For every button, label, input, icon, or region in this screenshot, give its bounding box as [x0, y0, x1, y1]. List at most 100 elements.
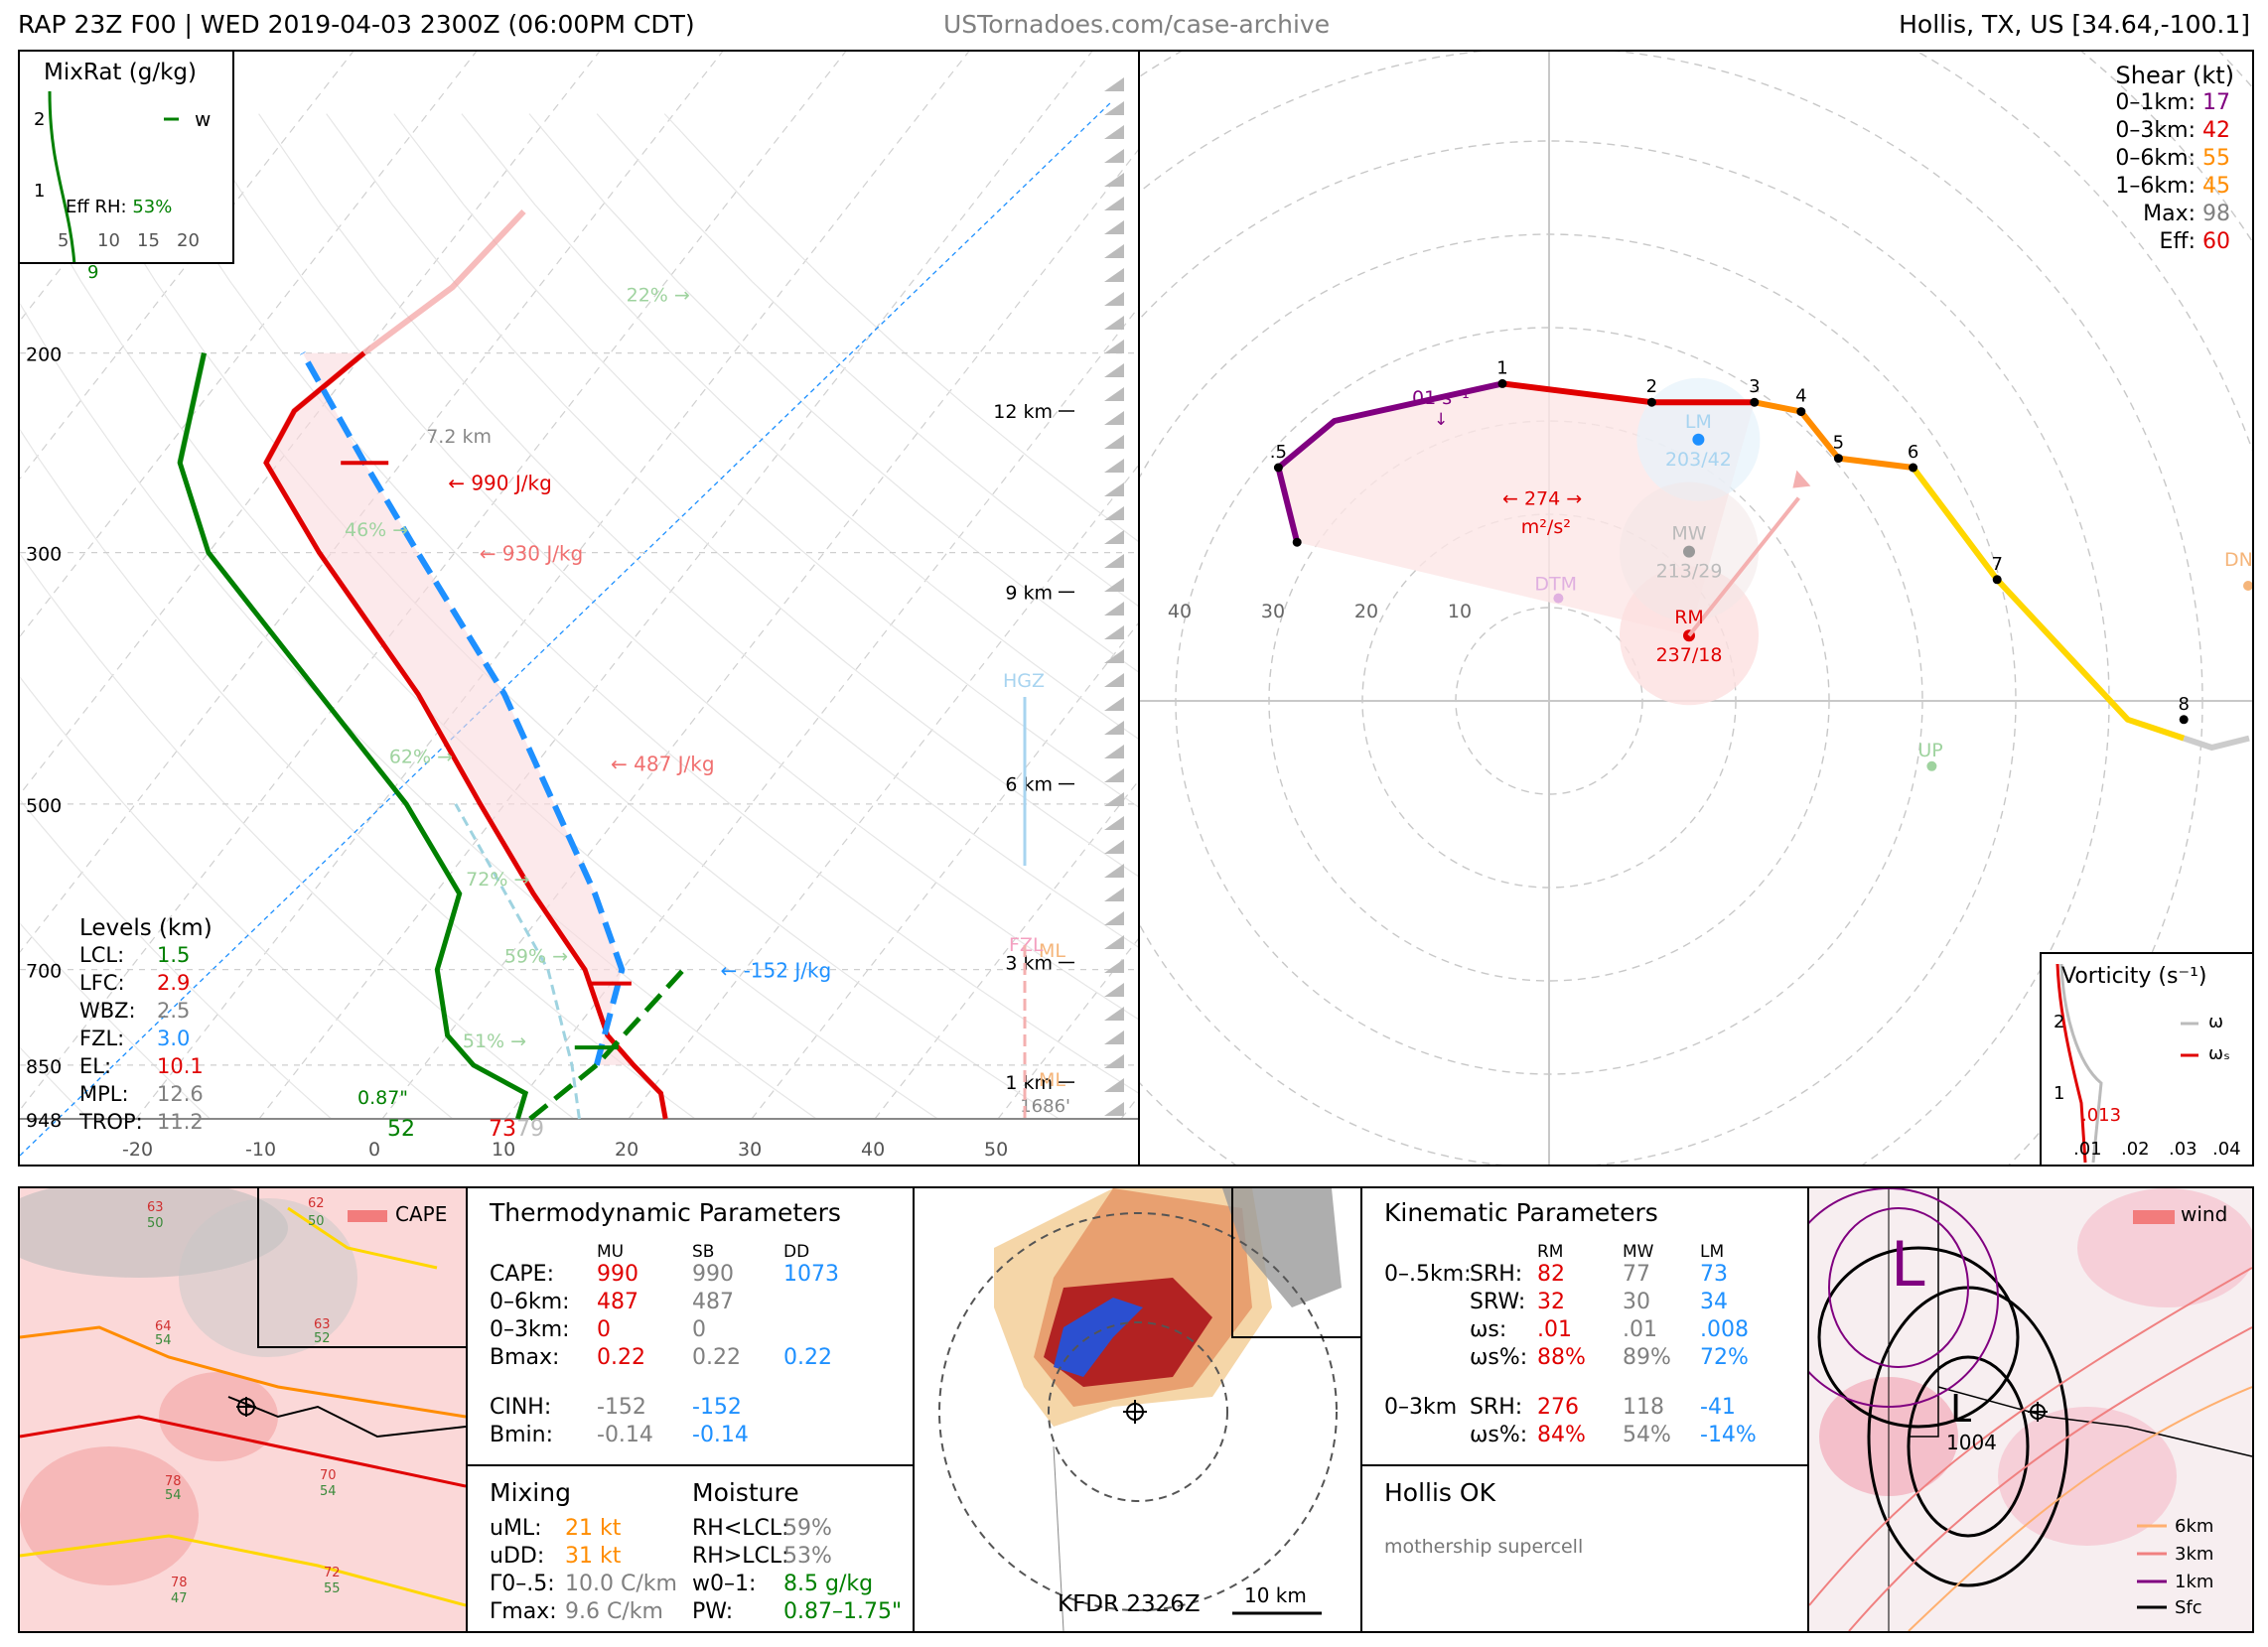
thermo-cell: -0.14 — [597, 1423, 653, 1447]
hodo-ring-label: 40 — [1168, 601, 1192, 622]
parcel-lower-line — [528, 968, 686, 1121]
shear-row: 0–6km: 55 — [2115, 145, 2234, 173]
wind-barb — [1104, 125, 1124, 139]
rh-label: 22% → — [627, 284, 690, 306]
hodo-height-label: .5 — [1270, 442, 1287, 463]
thermo-cell: 1073 — [783, 1262, 839, 1287]
notes-text: mothership supercell — [1384, 1536, 1584, 1558]
shear-value: 45 — [2202, 174, 2230, 199]
dry-adiabat — [20, 428, 696, 1120]
sfc-elev-label: 1686' — [1020, 1096, 1070, 1117]
wind-barb — [1104, 244, 1124, 258]
shear-key: 1–6km: — [2115, 174, 2202, 199]
srh-unit-label: m²/s² — [1521, 516, 1571, 538]
dtm-label: DTM — [1534, 574, 1577, 596]
state-border — [227, 1396, 466, 1439]
cape-label: ← 990 J/kg — [448, 472, 552, 495]
levels-value: 10.1 — [157, 1054, 204, 1078]
dry-adiabat — [190, 113, 1138, 1021]
levels-value: 2.5 — [157, 999, 191, 1023]
kinematic-row-key: SRW: — [1470, 1290, 1526, 1314]
rm-label: RM — [1674, 607, 1704, 628]
cape-legend-swatch — [348, 1210, 387, 1222]
skewt-chart: 200 300 500 700 850 948 -20 -10 0 10 20 30 40 50 12 km… — [20, 52, 1138, 1161]
hgz-label: HGZ — [1003, 670, 1045, 692]
kinematic-group: 0–.5km: — [1384, 1262, 1472, 1287]
station-value: 54 — [320, 1484, 337, 1499]
kinematic-col-header: MW — [1623, 1242, 1654, 1262]
station-value: 78 — [171, 1576, 188, 1590]
up-label: UP — [1917, 740, 1942, 761]
kinematic-cell: 276 — [1537, 1395, 1579, 1420]
isotherm — [20, 52, 847, 1112]
dry-adiabat — [528, 113, 1138, 673]
levels-row: EL: 10.1 — [79, 1052, 278, 1080]
thermo-cell: -152 — [597, 1395, 646, 1420]
jet-line — [20, 1325, 466, 1419]
lm-label: LM — [1685, 411, 1712, 433]
hodo-height-dot — [1646, 397, 1656, 407]
rm-value: 237/18 — [1656, 644, 1723, 666]
hodo-segment — [1754, 399, 1914, 471]
shear-value: 55 — [2202, 146, 2230, 171]
state-border — [1937, 1386, 2252, 1457]
wind-barb — [1104, 435, 1124, 449]
dry-adiabat — [20, 798, 333, 1120]
sfc-td-label: 52 — [387, 1117, 415, 1142]
shear-row: Max: 98 — [2115, 201, 2234, 228]
rh-label: 46% → — [345, 519, 408, 541]
storm-relative-arrow — [1687, 496, 1800, 637]
dry-adiabat — [326, 113, 1138, 878]
moisture-key: RH<LCL: — [692, 1516, 789, 1541]
hodo-ring — [1140, 233, 2017, 1165]
station-value: 72 — [324, 1566, 341, 1580]
hodo-height-dot — [1833, 454, 1843, 464]
kinematic-row-key: ωs%: — [1470, 1423, 1528, 1447]
surface-map — [1809, 1188, 2252, 1631]
rh-label: 51% → — [463, 1030, 526, 1052]
vorticity-legend-ws: ωₛ — [2208, 1043, 2230, 1064]
srh-arrow-label: ← 274 → — [1502, 488, 1582, 510]
mixing-value: 21 kt — [565, 1516, 622, 1541]
kinematic-cell: 77 — [1623, 1262, 1650, 1287]
kinematic-cell: 82 — [1537, 1262, 1565, 1287]
cape-map-panel: CAPE 63 50 62 50 64 54 63 52 78 54 70 54 78 47 72 55 — [18, 1186, 468, 1633]
height-label: 9 km — [1005, 582, 1053, 604]
isobar — [1907, 1355, 2030, 1538]
shear-title: Shear (kt) — [2115, 62, 2234, 89]
temp-tick-label: 10 — [492, 1139, 515, 1161]
dry-adiabat — [663, 113, 1138, 542]
mixrat-ytick-2: 2 — [34, 109, 46, 130]
cape-label: ← -152 J/kg — [720, 959, 831, 983]
cape-label: ← 930 J/kg — [480, 542, 584, 566]
mixrat-effrh: Eff RH: 53% — [66, 197, 172, 217]
temp-tick-label: 50 — [984, 1139, 1008, 1161]
kinematic-cell: 54% — [1623, 1423, 1671, 1447]
kinematic-col-header: RM — [1537, 1242, 1564, 1262]
thermo-row-key: CAPE: — [490, 1262, 554, 1287]
sfc-tw-label: 79 — [516, 1117, 544, 1142]
shear-box: Shear (kt) 0–1km: 17 0–3km: 42 0–6km: 55 1–… — [2115, 62, 2234, 256]
radar-range-ring — [1048, 1321, 1228, 1502]
kinematic-panel: Kinematic Parameters Hollis OK mothershi… — [1360, 1186, 1809, 1633]
temp-tick-label: 20 — [615, 1139, 638, 1161]
wind-barb — [1104, 649, 1124, 663]
dn-dot — [2243, 581, 2252, 591]
thermo-cell: 0 — [597, 1317, 611, 1342]
wind-barb — [1104, 959, 1124, 973]
wind-barb — [1104, 411, 1124, 425]
station-value: 52 — [314, 1331, 331, 1346]
hodo-height-label: 1 — [1496, 357, 1507, 378]
legend-6km-label: 6km — [2175, 1516, 2214, 1537]
legend-1km-label: 1km — [2175, 1572, 2214, 1592]
kinematic-cell: 89% — [1623, 1345, 1671, 1370]
thermo-cell: 0.22 — [692, 1345, 741, 1370]
wind-barb — [1104, 482, 1124, 496]
surface-map-panel: wind L L 1004 6km 3km 1km Sfc — [1807, 1186, 2254, 1633]
kinematic-cell: -14% — [1700, 1423, 1757, 1447]
thermo-cell: 990 — [692, 1262, 734, 1287]
vorticity-legend-w: ω — [2208, 1012, 2224, 1032]
kinematic-col-header: LM — [1700, 1242, 1725, 1262]
wind-barb — [1104, 935, 1124, 949]
wind-barb — [1104, 173, 1124, 187]
